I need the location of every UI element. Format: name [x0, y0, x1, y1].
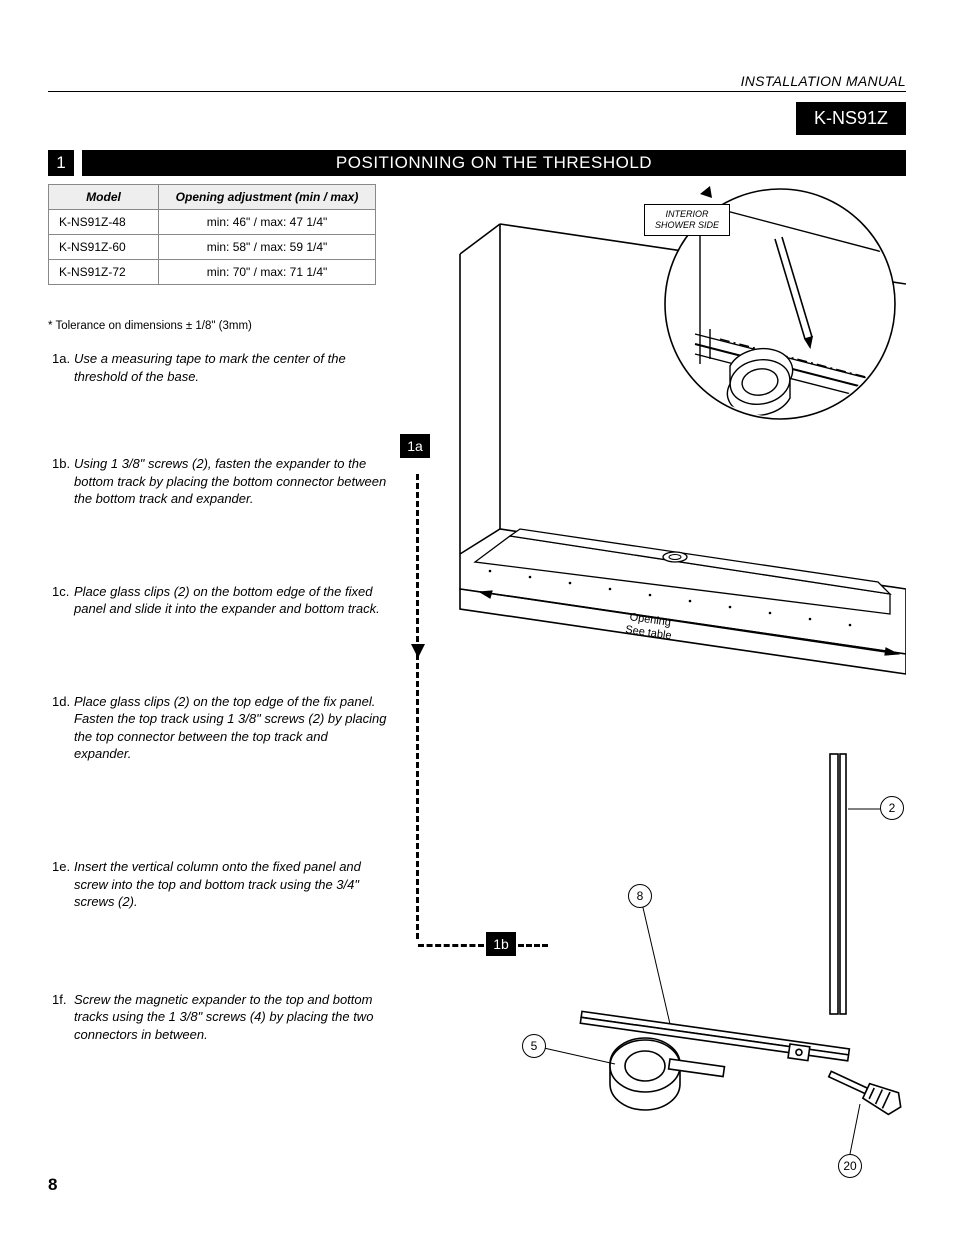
- part-label-8: 8: [628, 884, 652, 908]
- instr-label: 1f.: [48, 991, 74, 1044]
- section-number: 1: [48, 150, 74, 176]
- cell-model: K-NS91Z-60: [49, 235, 159, 260]
- spec-table: Model Opening adjustment (min / max) K-N…: [48, 184, 376, 285]
- instr-text: Using 1 3/8" screws (2), fasten the expa…: [74, 455, 388, 508]
- table-row: K-NS91Z-72 min: 70" / max: 71 1/4": [49, 260, 376, 285]
- interior-l1: INTERIOR: [666, 209, 709, 219]
- tolerance-note: * Tolerance on dimensions ± 1/8" (3mm): [48, 320, 252, 332]
- instr-label: 1b.: [48, 455, 74, 508]
- table-row: K-NS91Z-48 min: 46" / max: 47 1/4": [49, 210, 376, 235]
- product-code-box: K-NS91Z: [796, 102, 906, 135]
- instr-label: 1a.: [48, 350, 74, 385]
- cell-opening: min: 46" / max: 47 1/4": [159, 210, 376, 235]
- instruction-1b: 1b. Using 1 3/8" screws (2), fasten the …: [48, 455, 388, 508]
- instruction-1e: 1e. Insert the vertical column onto the …: [48, 858, 388, 911]
- instr-text: Screw the magnetic expander to the top a…: [74, 991, 388, 1044]
- track-assembly-diagram: [450, 744, 910, 1184]
- cell-model: K-NS91Z-72: [49, 260, 159, 285]
- instruction-1f: 1f. Screw the magnetic expander to the t…: [48, 991, 388, 1044]
- page: INSTALLATION MANUAL K-NS91Z 1 POSITIONNI…: [48, 70, 906, 92]
- table-row: K-NS91Z-60 min: 58" / max: 59 1/4": [49, 235, 376, 260]
- part-label-2: 2: [880, 796, 904, 820]
- cell-opening: min: 70" / max: 71 1/4": [159, 260, 376, 285]
- table-header-row: Model Opening adjustment (min / max): [49, 185, 376, 210]
- section-title: POSITIONNING ON THE THRESHOLD: [82, 150, 906, 176]
- header-rule: INSTALLATION MANUAL: [48, 70, 906, 92]
- instruction-1c: 1c. Place glass clips (2) on the bottom …: [48, 583, 388, 618]
- th-opening: Opening adjustment (min / max): [159, 185, 376, 210]
- instr-text: Use a measuring tape to mark the center …: [74, 350, 388, 385]
- interior-side-label: INTERIOR SHOWER SIDE: [644, 204, 730, 236]
- part-label-5: 5: [522, 1034, 546, 1058]
- instr-label: 1c.: [48, 583, 74, 618]
- instruction-1a: 1a. Use a measuring tape to mark the cen…: [48, 350, 388, 385]
- diagram-area: 1a 1b: [400, 184, 906, 1184]
- instr-text: Place glass clips (2) on the bottom edge…: [74, 583, 388, 618]
- interior-l2: SHOWER SIDE: [655, 220, 719, 230]
- instr-label: 1d.: [48, 693, 74, 763]
- instructions-list: 1a. Use a measuring tape to mark the cen…: [48, 350, 388, 1043]
- th-model: Model: [49, 185, 159, 210]
- instr-text: Place glass clips (2) on the top edge of…: [74, 693, 388, 763]
- manual-title: INSTALLATION MANUAL: [741, 73, 906, 89]
- instr-text: Insert the vertical column onto the fixe…: [74, 858, 388, 911]
- page-number: 8: [48, 1175, 57, 1195]
- cell-model: K-NS91Z-48: [49, 210, 159, 235]
- section-header: 1 POSITIONNING ON THE THRESHOLD: [48, 150, 906, 176]
- instr-label: 1e.: [48, 858, 74, 911]
- part-label-20: 20: [838, 1154, 862, 1178]
- cell-opening: min: 58" / max: 59 1/4": [159, 235, 376, 260]
- instruction-1d: 1d. Place glass clips (2) on the top edg…: [48, 693, 388, 763]
